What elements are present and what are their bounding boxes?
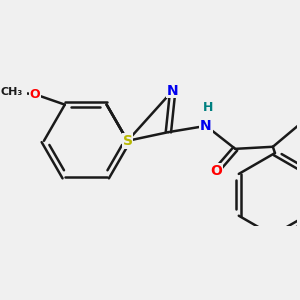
Text: H: H [203, 100, 213, 114]
Text: CH₃: CH₃ [1, 87, 23, 97]
Text: N: N [167, 84, 178, 98]
Text: O: O [29, 88, 40, 101]
Text: O: O [211, 164, 222, 178]
Text: S: S [122, 134, 133, 148]
Text: N: N [200, 119, 212, 133]
